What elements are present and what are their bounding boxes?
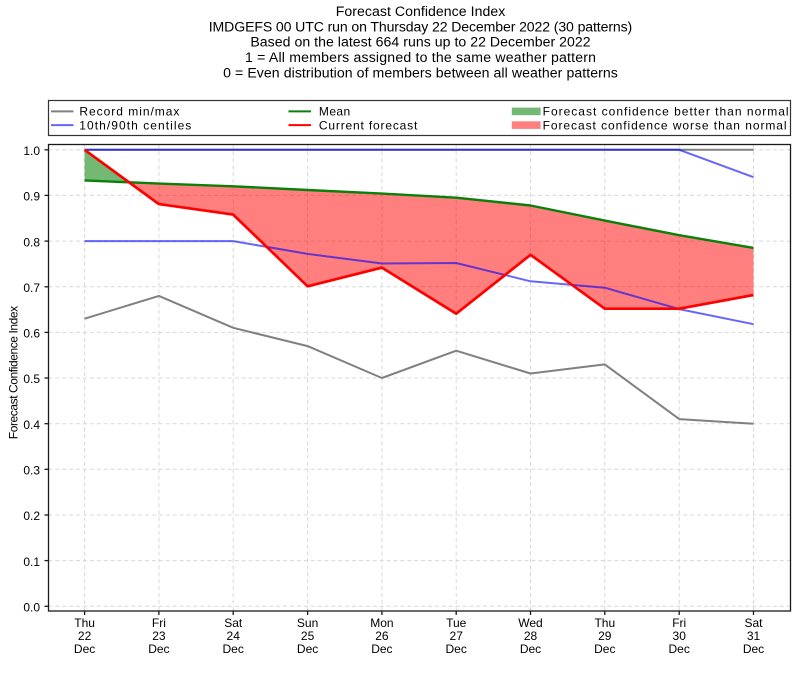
svg-text:Fri: Fri (152, 616, 166, 630)
svg-text:Dec: Dec (223, 642, 244, 656)
svg-text:Mean: Mean (319, 105, 350, 119)
svg-text:0.5: 0.5 (23, 372, 40, 386)
svg-text:22: 22 (78, 629, 92, 643)
svg-text:30: 30 (673, 629, 687, 643)
svg-text:0.0: 0.0 (23, 601, 40, 615)
svg-text:Current forecast: Current forecast (319, 118, 418, 132)
svg-text:28: 28 (524, 629, 538, 643)
svg-text:Mon: Mon (370, 616, 393, 630)
svg-text:0.1: 0.1 (23, 555, 40, 569)
svg-text:Dec: Dec (74, 642, 95, 656)
svg-text:0.8: 0.8 (23, 235, 40, 249)
svg-text:Dec: Dec (148, 642, 169, 656)
svg-text:Sat: Sat (744, 616, 763, 630)
svg-text:0.6: 0.6 (23, 327, 40, 341)
svg-text:Forecast confidence better tha: Forecast confidence better than normal (543, 105, 789, 119)
svg-text:Forecast confidence worse than: Forecast confidence worse than normal (543, 118, 787, 132)
svg-text:Dec: Dec (743, 642, 764, 656)
svg-text:25: 25 (301, 629, 315, 643)
svg-text:29: 29 (598, 629, 612, 643)
svg-text:Dec: Dec (371, 642, 392, 656)
svg-text:0.9: 0.9 (23, 190, 40, 204)
svg-text:Dec: Dec (520, 642, 541, 656)
svg-text:10th/90th centiles: 10th/90th centiles (79, 118, 191, 132)
svg-text:0.4: 0.4 (23, 418, 40, 432)
svg-text:Forecast Confidence Index: Forecast Confidence Index (336, 3, 506, 19)
svg-text:Dec: Dec (594, 642, 615, 656)
svg-text:Dec: Dec (297, 642, 318, 656)
svg-text:Tue: Tue (446, 616, 467, 630)
svg-text:24: 24 (227, 629, 241, 643)
svg-text:Record min/max: Record min/max (79, 105, 179, 119)
svg-text:Dec: Dec (669, 642, 690, 656)
svg-text:Sat: Sat (224, 616, 243, 630)
svg-text:31: 31 (747, 629, 761, 643)
svg-text:0.3: 0.3 (23, 464, 40, 478)
svg-text:Fri: Fri (672, 616, 686, 630)
svg-text:26: 26 (375, 629, 389, 643)
svg-text:0.7: 0.7 (23, 281, 40, 295)
svg-text:Forecast Confidence Index: Forecast Confidence Index (7, 306, 21, 439)
svg-text:0.2: 0.2 (23, 509, 40, 523)
svg-text:27: 27 (450, 629, 464, 643)
svg-text:Thu: Thu (74, 616, 95, 630)
svg-text:0 = Even distribution of membe: 0 = Even distribution of members between… (223, 64, 618, 80)
svg-text:Sun: Sun (297, 616, 318, 630)
svg-text:IMDGEFS 00 UTC run on Thursday: IMDGEFS 00 UTC run on Thursday 22 Decemb… (209, 18, 633, 34)
svg-text:23: 23 (152, 629, 166, 643)
svg-text:Thu: Thu (594, 616, 615, 630)
svg-text:1 = All members assigned to th: 1 = All members assigned to the same wea… (245, 49, 596, 65)
svg-text:Based on the latest 664 runs u: Based on the latest 664 runs up to 22 De… (250, 34, 590, 50)
svg-text:Wed: Wed (518, 616, 542, 630)
svg-text:Dec: Dec (446, 642, 467, 656)
svg-text:1.0: 1.0 (23, 144, 40, 158)
